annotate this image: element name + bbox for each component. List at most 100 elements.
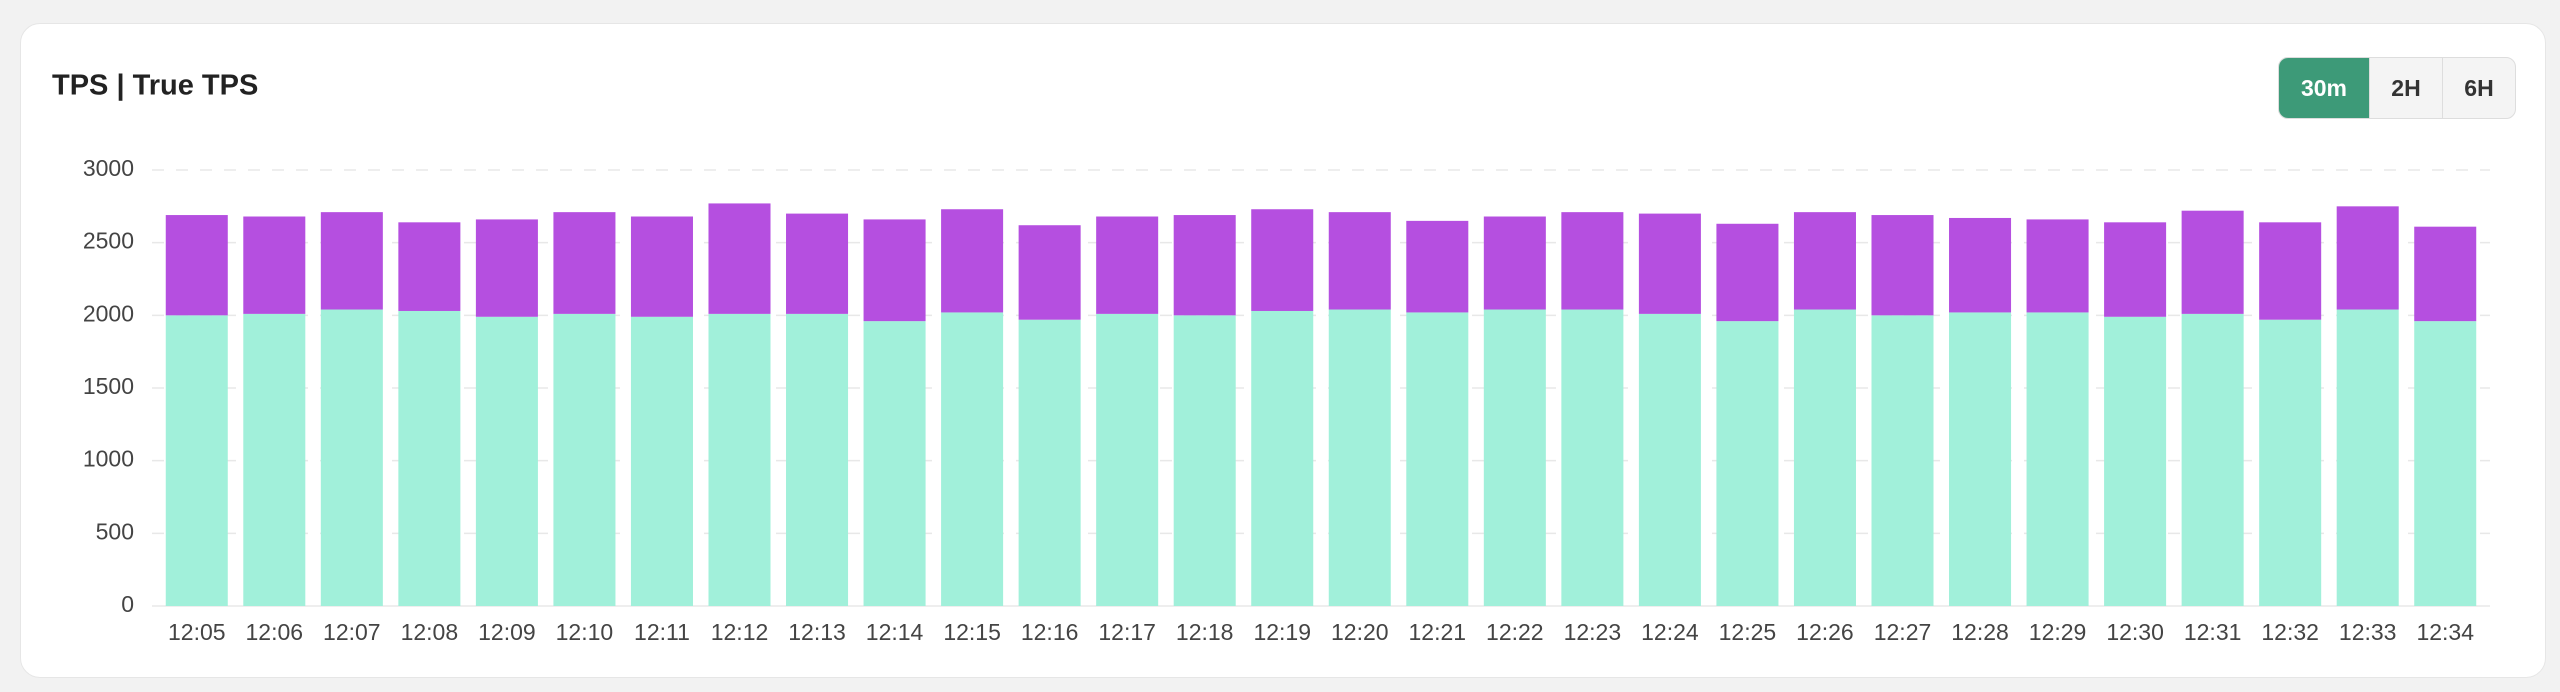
bar-segment — [1173, 215, 1236, 316]
x-tick-label: 12:07 — [323, 619, 381, 645]
bar-segment — [786, 313, 849, 606]
bar-segment — [1096, 216, 1159, 314]
bar-segment — [1018, 319, 1081, 606]
x-tick-label: 12:34 — [2416, 619, 2474, 645]
bar-segment — [708, 313, 771, 606]
y-tick-label: 2500 — [83, 228, 134, 254]
x-tick-label: 12:11 — [634, 619, 690, 645]
bar-segment — [320, 212, 383, 310]
x-tick-label: 12:10 — [556, 619, 614, 645]
bar-segment — [1018, 225, 1081, 320]
y-tick-label: 1500 — [83, 373, 134, 399]
x-tick-label: 12:25 — [1719, 619, 1777, 645]
bar-segment — [1173, 315, 1236, 606]
bar-segment — [2104, 316, 2167, 606]
range-selector: 30m 2H 6H — [2278, 57, 2516, 119]
x-tick-label: 12:08 — [401, 619, 459, 645]
x-tick-label: 12:13 — [788, 619, 846, 645]
x-tick-label: 12:32 — [2261, 619, 2319, 645]
x-tick-label: 12:09 — [478, 619, 536, 645]
bar-segment — [1483, 309, 1546, 606]
x-tick-label: 12:12 — [711, 619, 769, 645]
bar-segment — [941, 209, 1004, 313]
x-tick-label: 12:29 — [2029, 619, 2087, 645]
y-tick-label: 0 — [121, 591, 134, 617]
y-tick-label: 3000 — [83, 155, 134, 181]
chart-title: TPS | True TPS — [52, 70, 258, 102]
bar-segment — [1561, 212, 1624, 310]
x-tick-label: 12:30 — [2106, 619, 2164, 645]
bar-segment — [165, 315, 228, 606]
bar-segment — [786, 213, 849, 314]
bar-segment — [863, 321, 926, 606]
bar-segment — [1328, 309, 1391, 606]
x-tick-label: 12:27 — [1874, 619, 1932, 645]
x-tick-label: 12:23 — [1564, 619, 1622, 645]
x-tick-label: 12:17 — [1098, 619, 1156, 645]
x-tick-label: 12:14 — [866, 619, 924, 645]
bar-segment — [1949, 217, 2012, 313]
bar-segment — [2026, 312, 2089, 606]
bar-segment — [243, 216, 306, 314]
bar-segment — [1638, 313, 1701, 606]
x-tick-label: 12:05 — [168, 619, 226, 645]
bar-segment — [1561, 309, 1624, 606]
bar-segment — [1096, 313, 1159, 606]
bar-segment — [320, 309, 383, 606]
bar-segment — [2414, 321, 2477, 606]
bar-segment — [2259, 222, 2322, 320]
x-tick-label: 12:33 — [2339, 619, 2397, 645]
x-tick-label: 12:15 — [943, 619, 1001, 645]
range-button[interactable]: 6H — [2442, 58, 2515, 118]
bar-segment — [708, 203, 771, 314]
bar-segment — [1716, 223, 1779, 322]
bar-segment — [2026, 219, 2089, 313]
bar-segment — [2336, 206, 2399, 310]
bar-segment — [2414, 226, 2477, 322]
bar-segment — [398, 222, 461, 311]
bar-segment — [1251, 310, 1314, 606]
bar-segment — [2181, 210, 2244, 314]
bar-segment — [1406, 312, 1469, 606]
range-button[interactable]: 30m — [2279, 58, 2369, 118]
bar-segment — [1716, 321, 1779, 606]
bar-segment — [863, 219, 926, 322]
x-tick-label: 12:19 — [1253, 619, 1311, 645]
bar-segment — [165, 215, 228, 316]
range-button[interactable]: 2H — [2369, 58, 2442, 118]
bar-segment — [1793, 309, 1856, 606]
x-tick-label: 12:21 — [1409, 619, 1467, 645]
bar-segment — [1483, 216, 1546, 310]
bar-segment — [553, 212, 616, 314]
y-tick-label: 2000 — [83, 300, 134, 326]
x-tick-label: 12:06 — [246, 619, 304, 645]
bar-segment — [630, 316, 693, 606]
x-tick-label: 12:22 — [1486, 619, 1544, 645]
bar-segment — [1871, 315, 1934, 606]
bar-segment — [2259, 319, 2322, 606]
bar-segment — [1793, 212, 1856, 310]
bar-segment — [475, 316, 538, 606]
bar-segment — [1406, 220, 1469, 313]
bar-segment — [630, 216, 693, 317]
bar-segment — [2104, 222, 2167, 317]
x-tick-label: 12:31 — [2184, 619, 2242, 645]
bar-segment — [1251, 209, 1314, 311]
bar-segment — [553, 313, 616, 606]
x-tick-label: 12:18 — [1176, 619, 1234, 645]
y-tick-label: 500 — [96, 518, 134, 544]
bar-segment — [941, 312, 1004, 606]
bar-segment — [1871, 215, 1934, 316]
bar-segment — [398, 310, 461, 606]
bar-segment — [2181, 313, 2244, 606]
x-tick-label: 12:28 — [1951, 619, 2009, 645]
x-tick-label: 12:16 — [1021, 619, 1079, 645]
bar-segment — [243, 313, 306, 606]
bar-segment — [2336, 309, 2399, 606]
bar-segment — [1949, 312, 2012, 606]
x-tick-label: 12:24 — [1641, 619, 1699, 645]
x-tick-label: 12:26 — [1796, 619, 1854, 645]
x-tick-label: 12:20 — [1331, 619, 1389, 645]
bar-segment — [1638, 213, 1701, 314]
